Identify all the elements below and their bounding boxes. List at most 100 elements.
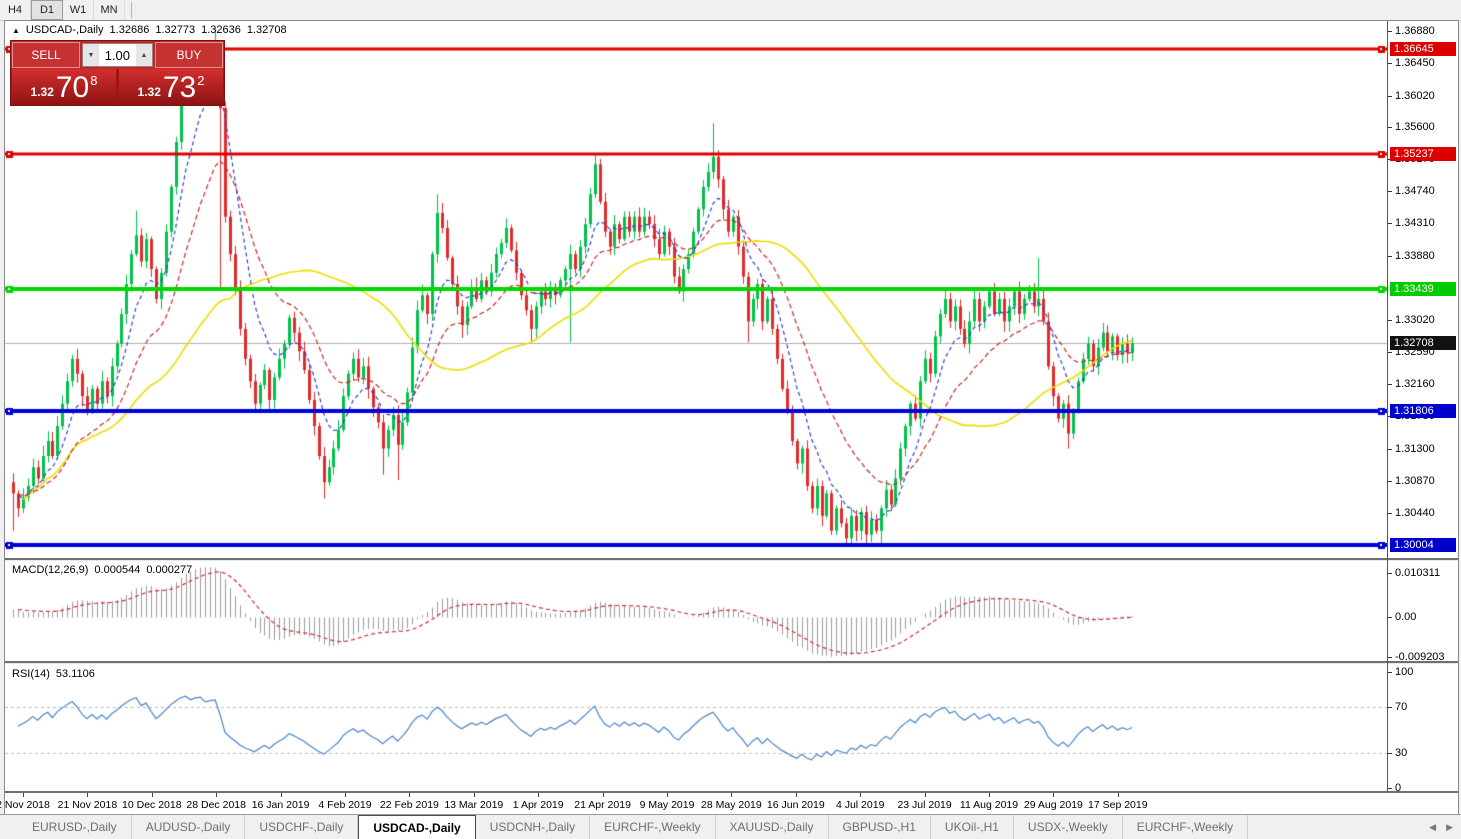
price-tick-label: 1.36880 xyxy=(1395,25,1435,38)
date-label: 10 Dec 2018 xyxy=(122,799,182,811)
collapse-arrow-icon[interactable]: ▲ xyxy=(12,25,20,35)
macd-tick-mark xyxy=(1388,656,1392,658)
symbol-tab-usdx[interactable]: USDX-,Weekly xyxy=(1014,815,1123,839)
sell-price-pip: 8 xyxy=(90,73,98,88)
rsi-tick-label: 0 xyxy=(1395,782,1402,794)
symbol-tab-eurchf[interactable]: EURCHF-,Weekly xyxy=(1123,815,1249,839)
symbol-tab-usdchf[interactable]: USDCHF-,Daily xyxy=(245,815,359,839)
rsi-label: RSI(14) 53.1106 xyxy=(12,668,95,680)
date-label: 11 Aug 2019 xyxy=(959,799,1019,811)
price-level-tag: 1.32708 xyxy=(1390,336,1456,351)
volume-stepper[interactable]: ▼ 1.00 ▲ xyxy=(82,43,153,67)
date-label: 16 Jun 2019 xyxy=(766,799,825,811)
price-tick-label: 1.33880 xyxy=(1395,249,1435,262)
rsi-tick-mark xyxy=(1388,753,1392,755)
price-tick-label: 1.30440 xyxy=(1395,506,1435,519)
date-label: 23 Jul 2019 xyxy=(897,799,952,811)
timeframe-h4-button[interactable]: H4 xyxy=(0,0,31,20)
ohlc-high: 1.32773 xyxy=(155,24,196,36)
price-tick-mark xyxy=(1388,319,1392,321)
price-tick-label: 1.31300 xyxy=(1395,442,1435,455)
date-label: 16 Jan 2019 xyxy=(251,799,310,811)
ohlc-close: 1.32708 xyxy=(246,24,287,36)
sell-price-display[interactable]: 1.32 70 8 xyxy=(12,69,116,105)
one-click-trade-panel: SELL ▼ 1.00 ▲ BUY 1.32 70 8 1.32 73 2 xyxy=(10,40,225,106)
date-label: 4 Feb 2019 xyxy=(318,799,372,811)
rsi-tick-label: 30 xyxy=(1395,747,1408,760)
volume-increase-icon[interactable]: ▲ xyxy=(136,44,152,66)
sell-button[interactable]: SELL xyxy=(12,42,80,68)
buy-button[interactable]: BUY xyxy=(155,42,223,68)
ohlc-open: 1.32686 xyxy=(109,24,150,36)
price-tick-label: 1.35600 xyxy=(1395,120,1435,133)
tab-scroll-left-icon[interactable]: ◀ xyxy=(1429,822,1437,832)
volume-input[interactable]: 1.00 xyxy=(99,44,136,66)
date-label: 21 Apr 2019 xyxy=(574,799,631,811)
sell-price-base: 1.32 xyxy=(30,85,54,99)
price-tick-mark xyxy=(1388,31,1392,33)
price-tick-mark xyxy=(1388,480,1392,482)
timeframe-toolbar: H4 D1 W1 MN xyxy=(0,0,1461,21)
price-tick-mark xyxy=(1388,223,1392,225)
price-tick-label: 1.32160 xyxy=(1395,378,1435,391)
price-tick-mark xyxy=(1388,448,1392,450)
price-tick-label: 1.36450 xyxy=(1395,57,1435,70)
date-tick-mark xyxy=(1053,793,1055,797)
rsi-value: 53.1106 xyxy=(55,668,95,680)
macd-signal-value: 0.000277 xyxy=(146,564,193,576)
symbol-tab-eurchf[interactable]: EURCHF-,Weekly xyxy=(590,815,716,839)
price-tick-mark xyxy=(1388,255,1392,257)
date-tick-mark xyxy=(473,793,475,797)
tab-scroll-right-icon[interactable]: ▶ xyxy=(1446,822,1453,832)
chart-window: ▲ USDCAD-,Daily 1.32686 1.32773 1.32636 … xyxy=(0,20,1459,816)
symbol-tab-xauusd[interactable]: XAUUSD-,Daily xyxy=(716,815,829,839)
date-tick-mark xyxy=(151,793,153,797)
timeframe-mn-button[interactable]: MN xyxy=(94,0,125,20)
toolbar-separator xyxy=(131,2,132,18)
symbol-tab-audusd[interactable]: AUDUSD-,Daily xyxy=(132,815,246,839)
ohlc-low: 1.32636 xyxy=(201,24,241,36)
symbol-tab-eurusd[interactable]: EURUSD-,Daily xyxy=(18,815,132,839)
price-tick-mark xyxy=(1388,63,1392,65)
date-tick-mark xyxy=(1117,793,1119,797)
date-axis: 2 Nov 2018 21 Nov 2018 10 Dec 2018 28 Dec 2… xyxy=(0,793,1458,815)
date-label: 13 Mar 2019 xyxy=(444,799,504,811)
date-tick-mark xyxy=(989,793,990,797)
panel-separator[interactable] xyxy=(5,558,1458,561)
buy-price-display[interactable]: 1.32 73 2 xyxy=(119,69,223,105)
macd-name: MACD(12,26,9) xyxy=(12,564,89,576)
rsi-tick-mark xyxy=(1388,672,1392,673)
symbol-tab-usdcnh[interactable]: USDCNH-,Daily xyxy=(476,815,591,839)
symbol-tab-gbpusd[interactable]: GBPUSD-,H1 xyxy=(829,815,931,839)
date-tick-mark xyxy=(860,793,862,797)
macd-tick-mark xyxy=(1388,617,1392,618)
price-tick-label: 1.34310 xyxy=(1395,217,1435,230)
panel-separator[interactable] xyxy=(5,661,1458,664)
price-tick-mark xyxy=(1388,126,1392,128)
price-level-tag: 1.36645 xyxy=(1390,41,1456,56)
date-label: 21 Nov 2018 xyxy=(57,799,118,811)
date-tick-mark xyxy=(795,793,797,797)
macd-indicator-canvas[interactable] xyxy=(5,561,1387,661)
date-label: 28 Dec 2018 xyxy=(186,799,246,811)
price-tick-label: 1.34740 xyxy=(1395,185,1435,198)
macd-tick-label: 0.00 xyxy=(1395,611,1417,623)
rsi-indicator-canvas[interactable] xyxy=(5,664,1387,791)
date-tick-mark xyxy=(345,793,346,797)
timeframe-w1-button[interactable]: W1 xyxy=(63,0,94,20)
date-tick-mark xyxy=(216,793,218,797)
price-tick-label: 1.30870 xyxy=(1395,474,1435,487)
symbol-tab-ukoil[interactable]: UKOil-,H1 xyxy=(931,815,1014,839)
price-chart-canvas[interactable] xyxy=(5,22,1387,558)
timeframe-d1-button[interactable]: D1 xyxy=(31,0,63,20)
buy-price-base: 1.32 xyxy=(137,85,161,99)
volume-decrease-icon[interactable]: ▼ xyxy=(83,44,99,66)
price-tick-mark xyxy=(1388,352,1392,354)
macd-tick-label: -0.009203 xyxy=(1395,650,1445,663)
symbol-tab-bar: EURUSD-,Daily AUDUSD-,Daily USDCHF-,Daily U… xyxy=(0,814,1461,839)
rsi-tick-label: 70 xyxy=(1395,700,1408,713)
symbol-tab-usdcad[interactable]: USDCAD-,Daily xyxy=(358,815,476,839)
date-tick-mark xyxy=(924,793,926,797)
rsi-name: RSI(14) xyxy=(12,668,50,680)
buy-price-pip: 2 xyxy=(197,73,205,88)
